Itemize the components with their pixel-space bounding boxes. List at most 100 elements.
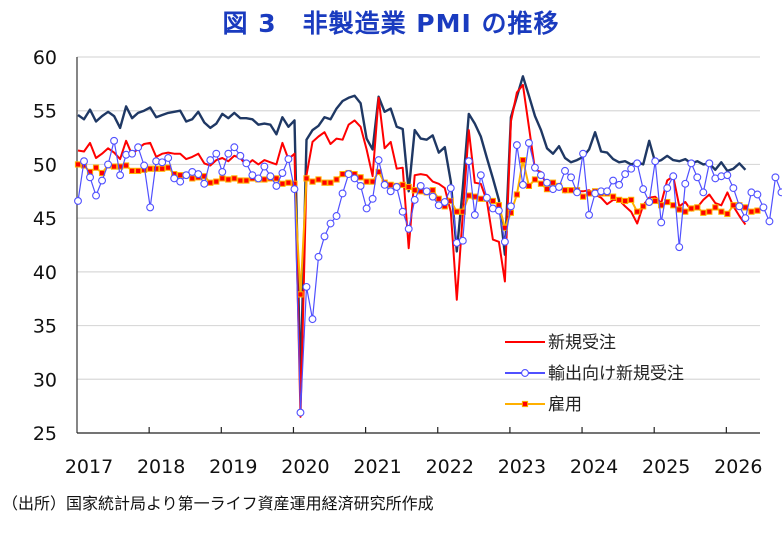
data-point [633, 159, 642, 168]
data-point [410, 195, 419, 204]
data-point [567, 187, 575, 194]
data-point [616, 196, 623, 203]
data-point [333, 176, 340, 183]
x-tick-label: 2018 [137, 456, 185, 478]
data-point [321, 179, 328, 186]
data-point [326, 219, 335, 228]
data-point [651, 157, 660, 166]
data-point [688, 205, 695, 212]
data-point [206, 156, 215, 165]
data-point [422, 187, 431, 196]
data-point [585, 210, 594, 219]
y-tick-label: 55 [33, 101, 57, 123]
data-point [440, 198, 449, 206]
source-note: （出所）国家統計局より第一ライフ資産運用経済研究所作成 [2, 494, 434, 513]
data-point [225, 176, 232, 183]
data-point [74, 161, 82, 168]
data-point [147, 165, 154, 172]
data-point [129, 167, 136, 174]
data-point [200, 179, 209, 188]
legend-marker [521, 400, 529, 408]
data-point [610, 193, 617, 200]
data-point [579, 193, 587, 200]
data-point [230, 143, 239, 152]
series-group [74, 75, 782, 418]
data-point [615, 180, 624, 189]
data-point [458, 236, 467, 245]
data-point [110, 136, 119, 145]
data-point [628, 196, 635, 203]
data-point [543, 178, 551, 187]
data-point [428, 192, 437, 201]
data-point [663, 184, 672, 193]
y-tick-label: 30 [33, 369, 57, 391]
data-point [260, 162, 269, 171]
data-point [652, 197, 659, 205]
data-point [411, 187, 418, 194]
data-point [153, 165, 160, 172]
legend-item: 雇用 [505, 395, 582, 415]
data-point [279, 180, 286, 187]
x-axis-tick-labels: 2017 2018 2019 2020 2021 2022 2023 2024 2025 2026 [65, 456, 763, 478]
data-point [314, 252, 323, 261]
data-point [309, 178, 316, 185]
data-point [164, 154, 173, 162]
data-point [261, 176, 268, 183]
x-tick-label: 2023 [498, 456, 546, 478]
data-point [266, 172, 275, 181]
data-point [308, 315, 317, 324]
data-point [236, 151, 245, 160]
data-point [676, 206, 683, 213]
data-point [724, 210, 731, 217]
data-point [242, 159, 251, 168]
data-point [699, 188, 708, 197]
data-point [285, 179, 292, 186]
data-point [579, 149, 587, 158]
data-point [297, 291, 304, 298]
data-point [549, 179, 557, 186]
data-point [350, 174, 359, 183]
data-point [254, 174, 263, 183]
data-point [453, 208, 460, 215]
data-point [416, 181, 425, 190]
data-point [176, 177, 185, 186]
y-tick-label: 50 [33, 154, 57, 176]
legend-label: 新規受注 [548, 333, 616, 353]
axes [76, 57, 760, 434]
data-point [477, 195, 484, 202]
data-point [380, 180, 389, 189]
y-tick-label: 35 [33, 316, 57, 338]
data-point [525, 182, 533, 190]
data-point [363, 178, 370, 185]
x-tick-label: 2025 [642, 456, 690, 478]
data-point [622, 197, 629, 205]
data-point [700, 209, 707, 216]
data-point [573, 188, 581, 197]
data-point [320, 232, 329, 241]
x-tick-label: 2022 [426, 456, 474, 478]
data-point [116, 171, 125, 180]
data-point [754, 207, 761, 214]
series-export-orders [74, 136, 782, 417]
data-point [434, 201, 443, 210]
data-point [74, 197, 82, 205]
legend-label: 雇用 [548, 395, 582, 415]
y-tick-label: 60 [33, 47, 57, 69]
x-tick-label: 2026 [714, 456, 762, 478]
data-point [80, 157, 88, 166]
data-point [741, 214, 750, 223]
data-point [681, 179, 690, 188]
data-point [248, 171, 257, 180]
data-point [237, 177, 244, 184]
data-point [519, 157, 527, 164]
x-tick-label: 2021 [353, 456, 401, 478]
data-point [567, 173, 575, 182]
gridlines [77, 56, 760, 380]
data-point [302, 282, 311, 291]
data-point [687, 159, 696, 168]
data-point [723, 171, 732, 180]
data-point [356, 181, 365, 190]
data-point [712, 204, 719, 211]
data-point [561, 187, 569, 194]
